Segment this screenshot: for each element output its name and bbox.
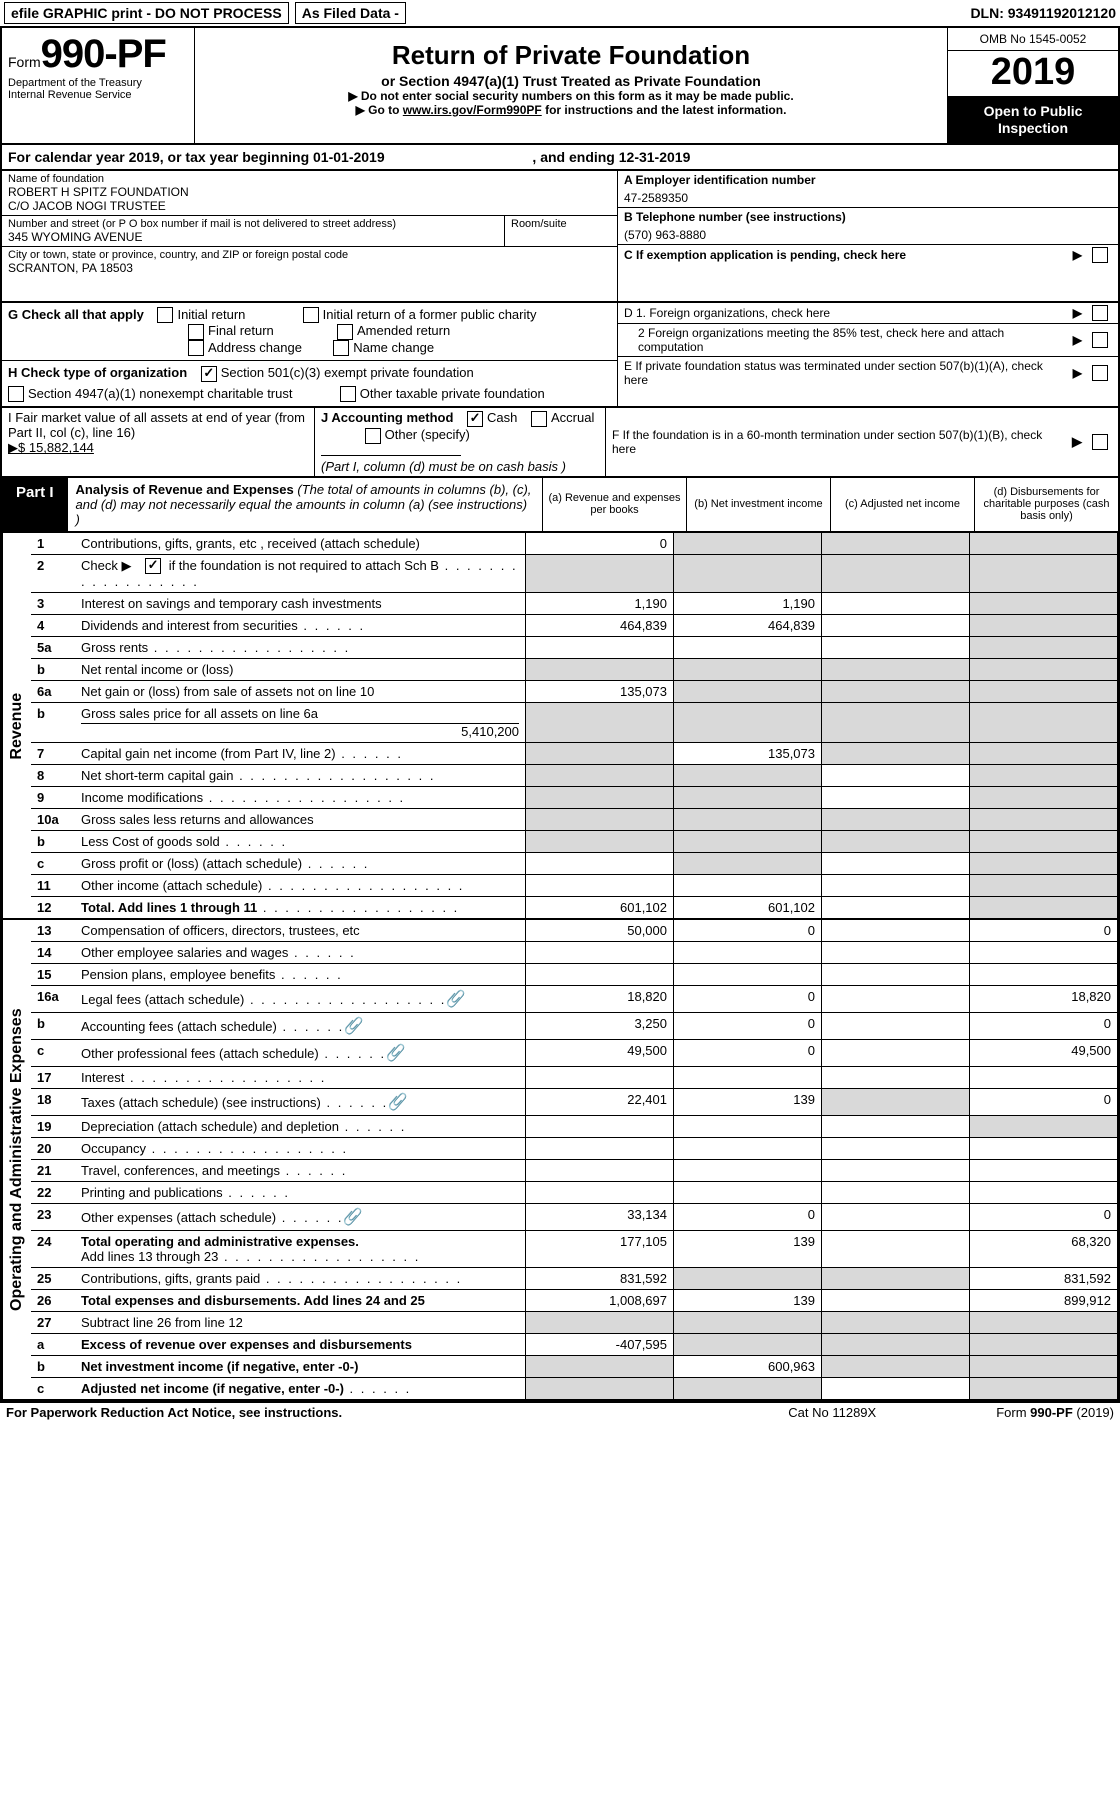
arrow-icon: ▶ bbox=[1073, 248, 1082, 262]
asfiled-label: As Filed Data - bbox=[295, 2, 406, 24]
checkbox-d1[interactable] bbox=[1092, 305, 1108, 321]
dept-treasury: Department of the Treasury bbox=[8, 77, 188, 89]
checks-block: G Check all that apply Initial return In… bbox=[0, 303, 1120, 409]
efile-topbar: efile GRAPHIC print - DO NOT PROCESS As … bbox=[0, 0, 1120, 28]
calendar-year-row: For calendar year 2019, or tax year begi… bbox=[0, 145, 1120, 171]
checkbox-final-return[interactable] bbox=[188, 324, 204, 340]
part-label: Part I bbox=[2, 478, 68, 531]
street-address-cell: Number and street (or P O box number if … bbox=[2, 216, 505, 246]
revenue-section: Revenue 1Contributions, gifts, grants, e… bbox=[0, 533, 1120, 921]
checkbox-other-taxable[interactable] bbox=[340, 386, 356, 402]
dln-value: 93491192012120 bbox=[1008, 5, 1116, 21]
paperclip-icon[interactable]: 📎 bbox=[344, 1016, 364, 1036]
checkbox-sch-b[interactable] bbox=[145, 558, 161, 574]
checkbox-accrual[interactable] bbox=[531, 411, 547, 427]
exemption-pending-cell: C If exemption application is pending, c… bbox=[618, 245, 1118, 265]
ein-cell: A Employer identification number 47-2589… bbox=[618, 171, 1118, 208]
paperclip-icon[interactable]: 📎 bbox=[388, 1092, 408, 1112]
city-cell: City or town, state or province, country… bbox=[2, 247, 617, 301]
room-suite-cell: Room/suite bbox=[505, 216, 617, 246]
arrow-icon: ▶ bbox=[1073, 366, 1082, 380]
foundation-info: Name of foundation ROBERT H SPITZ FOUNDA… bbox=[0, 171, 1120, 303]
col-a-head: (a) Revenue and expenses per books bbox=[542, 478, 686, 531]
f-cell: F If the foundation is in a 60-month ter… bbox=[606, 408, 1118, 475]
accounting-row: I Fair market value of all assets at end… bbox=[0, 408, 1120, 477]
dln-label: DLN: bbox=[970, 5, 1003, 21]
telephone-cell: B Telephone number (see instructions) (5… bbox=[618, 208, 1118, 245]
checkbox-f[interactable] bbox=[1092, 434, 1108, 450]
col-b-head: (b) Net investment income bbox=[686, 478, 830, 531]
irs-label: Internal Revenue Service bbox=[8, 89, 188, 101]
efile-notice: efile GRAPHIC print - DO NOT PROCESS bbox=[4, 2, 289, 24]
checkbox-e[interactable] bbox=[1092, 365, 1108, 381]
form-page: efile GRAPHIC print - DO NOT PROCESS As … bbox=[0, 0, 1120, 1422]
part-title: Analysis of Revenue and Expenses (The to… bbox=[68, 478, 542, 531]
tax-year: 2019 bbox=[948, 51, 1118, 97]
checkbox-initial-former[interactable] bbox=[303, 307, 319, 323]
header-center: Return of Private Foundation or Section … bbox=[195, 28, 947, 143]
arrow-icon: ▶ bbox=[1073, 306, 1082, 320]
form-word: Form bbox=[8, 54, 41, 70]
arrow-icon: ▶ bbox=[1073, 333, 1082, 347]
header-left: Form990-PF Department of the Treasury In… bbox=[2, 28, 195, 143]
col-c-head: (c) Adjusted net income bbox=[830, 478, 974, 531]
revenue-side-label: Revenue bbox=[2, 533, 31, 919]
page-footer: For Paperwork Reduction Act Notice, see … bbox=[0, 1401, 1120, 1422]
form-subtitle: or Section 4947(a)(1) Trust Treated as P… bbox=[199, 73, 943, 89]
checkbox-4947a1[interactable] bbox=[8, 386, 24, 402]
part1-header: Part I Analysis of Revenue and Expenses … bbox=[0, 478, 1120, 533]
fmv-cell: I Fair market value of all assets at end… bbox=[2, 408, 315, 475]
omb-number: OMB No 1545-0052 bbox=[948, 28, 1118, 51]
checkbox-cash[interactable] bbox=[467, 411, 483, 427]
warn-ssn: ▶ Do not enter social security numbers o… bbox=[199, 89, 943, 103]
paperwork-notice: For Paperwork Reduction Act Notice, see … bbox=[6, 1405, 342, 1420]
checkbox-c[interactable] bbox=[1092, 247, 1108, 263]
warn-link-line: ▶ Go to www.irs.gov/Form990PF for instru… bbox=[199, 103, 943, 117]
expenses-section: Operating and Administrative Expenses 13… bbox=[0, 920, 1120, 1401]
checkbox-address-change[interactable] bbox=[188, 340, 204, 356]
paperclip-icon[interactable]: 📎 bbox=[446, 989, 466, 1009]
cat-number: Cat No 11289X bbox=[788, 1405, 876, 1420]
revenue-table: 1Contributions, gifts, grants, etc , rec… bbox=[31, 533, 1118, 919]
checkbox-initial-return[interactable] bbox=[157, 307, 173, 323]
paperclip-icon[interactable]: 📎 bbox=[386, 1043, 406, 1063]
checkbox-other-method[interactable] bbox=[365, 428, 381, 444]
checkbox-d2[interactable] bbox=[1092, 332, 1108, 348]
expenses-side-label: Operating and Administrative Expenses bbox=[2, 920, 31, 1399]
header-right: OMB No 1545-0052 2019 Open to Public Ins… bbox=[947, 28, 1118, 143]
form-ref: Form 990-PF (2019) bbox=[996, 1405, 1114, 1420]
foundation-name-cell: Name of foundation ROBERT H SPITZ FOUNDA… bbox=[2, 171, 617, 216]
checkbox-501c3[interactable] bbox=[201, 366, 217, 382]
g-row: G Check all that apply Initial return In… bbox=[8, 307, 611, 324]
form-title: Return of Private Foundation bbox=[199, 40, 943, 71]
irs-link[interactable]: www.irs.gov/Form990PF bbox=[403, 103, 542, 117]
arrow-icon: ▶ bbox=[1072, 434, 1082, 450]
open-to-public: Open to Public Inspection bbox=[948, 97, 1118, 143]
checkbox-amended-return[interactable] bbox=[337, 324, 353, 340]
checkbox-name-change[interactable] bbox=[333, 340, 349, 356]
paperclip-icon[interactable]: 📎 bbox=[343, 1207, 363, 1227]
expenses-table: 13Compensation of officers, directors, t… bbox=[31, 920, 1118, 1399]
accounting-method-cell: J Accounting method Cash Accrual Other (… bbox=[315, 408, 606, 475]
form-number: 990-PF bbox=[41, 32, 166, 76]
col-d-head: (d) Disbursements for charitable purpose… bbox=[974, 478, 1118, 531]
form-header: Form990-PF Department of the Treasury In… bbox=[0, 28, 1120, 145]
